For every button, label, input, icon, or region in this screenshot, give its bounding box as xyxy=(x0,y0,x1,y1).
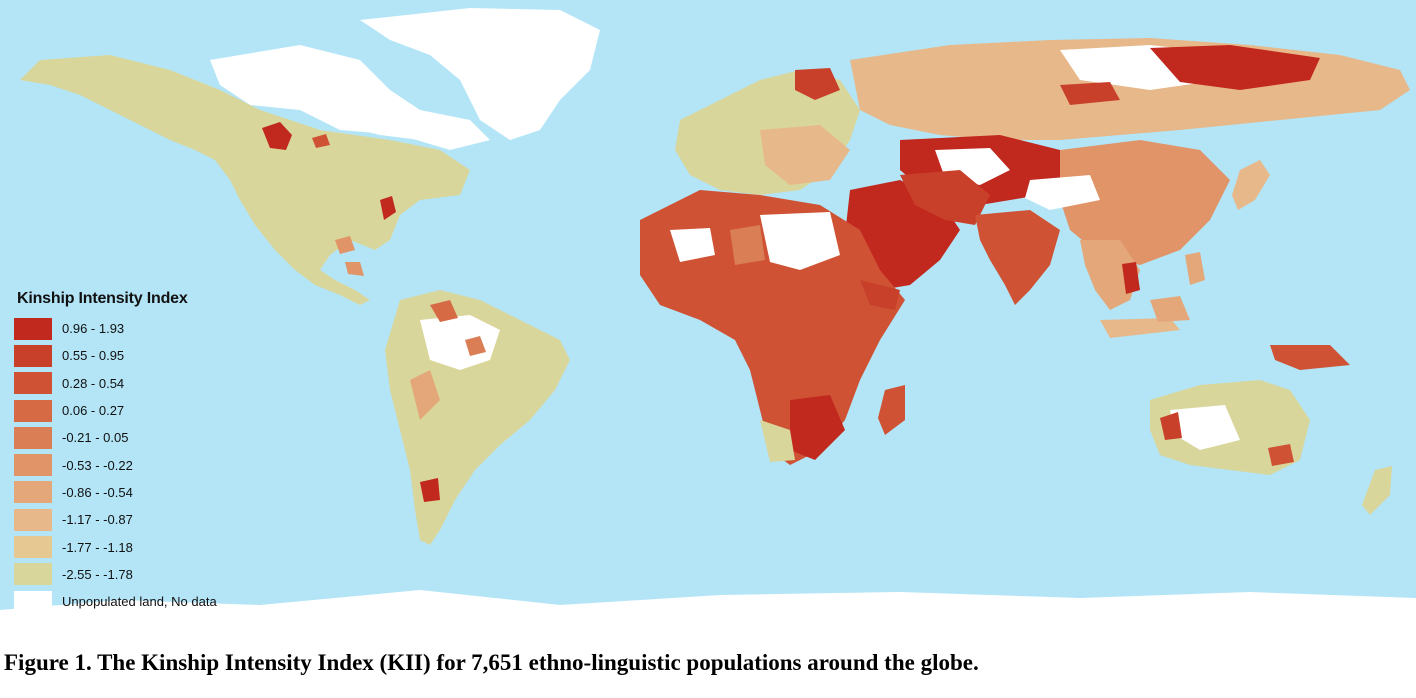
legend-swatch xyxy=(14,563,52,586)
legend-label: -1.17 - -0.87 xyxy=(62,512,133,528)
region-amazon-patch-2 xyxy=(465,336,486,356)
region-siberia-red-1 xyxy=(1150,45,1320,90)
legend-item: -0.53 - -0.22 xyxy=(14,451,274,478)
region-amazon-patch-1 xyxy=(430,300,458,322)
legend-item: -0.21 - 0.05 xyxy=(14,424,274,451)
region-indochina-patch xyxy=(1122,262,1140,294)
legend-label: -0.53 - -0.22 xyxy=(62,457,133,473)
region-scandinavia-patch xyxy=(795,68,840,100)
region-southeast-asia xyxy=(1080,240,1140,310)
region-antarctica xyxy=(0,590,1416,630)
region-andes-patch xyxy=(410,370,440,420)
legend-label: -0.21 - 0.05 xyxy=(62,430,129,446)
legend-item: -1.17 - -0.87 xyxy=(14,506,274,533)
legend-label: 0.28 - 0.54 xyxy=(62,375,125,391)
legend-swatch xyxy=(14,454,52,477)
region-australia-nodata xyxy=(1170,405,1240,450)
legend-item: 0.55 - 0.95 xyxy=(14,342,274,369)
figure-caption: Figure 1. The Kinship Intensity Index (K… xyxy=(4,650,979,675)
region-southern-africa xyxy=(790,395,845,460)
region-sahel-patch xyxy=(730,225,765,265)
region-canada-north xyxy=(300,95,440,140)
map-canvas xyxy=(0,0,1416,630)
legend-rows: 0.96 - 1.93 0.55 - 0.95 0.28 - 0.54 0.06 - … xyxy=(14,315,274,615)
legend-swatch xyxy=(14,481,52,504)
region-madagascar xyxy=(878,385,905,435)
region-north-america xyxy=(20,55,470,305)
region-horn-africa xyxy=(860,280,900,310)
region-indonesia-1 xyxy=(1100,318,1180,338)
legend-swatch xyxy=(14,372,52,395)
region-amazon-nodata xyxy=(420,315,500,370)
legend-swatch xyxy=(14,536,52,559)
region-africa xyxy=(640,190,905,465)
legend-item: -0.86 - -0.54 xyxy=(14,479,274,506)
legend-swatch xyxy=(14,590,52,613)
legend-label: -2.55 - -1.78 xyxy=(62,566,133,582)
legend-swatch xyxy=(14,317,52,340)
legend-item: 0.06 - 0.27 xyxy=(14,397,274,424)
legend-swatch xyxy=(14,426,52,449)
region-indonesia-2 xyxy=(1150,296,1190,322)
region-us-south-patch xyxy=(335,236,355,254)
region-china xyxy=(1060,140,1230,265)
region-siberia-red-2 xyxy=(1060,82,1120,105)
region-philippines xyxy=(1185,252,1205,285)
region-sahara-nodata-2 xyxy=(670,228,715,262)
legend-swatch xyxy=(14,344,52,367)
region-greenland xyxy=(360,8,600,140)
legend-swatch xyxy=(14,508,52,531)
legend-title: Kinship Intensity Index xyxy=(17,290,188,307)
map-legend: Kinship Intensity Index 0.96 - 1.93 0.55 … xyxy=(14,290,274,615)
region-us-east-patch xyxy=(380,196,396,220)
legend-label: 0.55 - 0.95 xyxy=(62,348,125,364)
region-australia-red-2 xyxy=(1268,444,1294,466)
legend-label: 0.06 - 0.27 xyxy=(62,403,125,419)
region-europe-east xyxy=(760,125,850,185)
legend-item: Unpopulated land, No data xyxy=(14,588,274,615)
legend-label: Unpopulated land, No data xyxy=(62,594,217,610)
legend-swatch xyxy=(14,399,52,422)
region-mongolia-nodata xyxy=(1025,175,1100,210)
region-australia-red-1 xyxy=(1160,412,1182,440)
region-canada-patch-2 xyxy=(312,134,330,148)
legend-label: -0.86 - -0.54 xyxy=(62,484,133,500)
region-japan xyxy=(1232,160,1270,210)
world-map: Kinship Intensity Index 0.96 - 1.93 0.55 … xyxy=(0,0,1416,630)
region-south-africa-patch xyxy=(760,420,795,462)
legend-item: 0.28 - 0.54 xyxy=(14,370,274,397)
region-mexico-patch xyxy=(345,262,364,276)
region-india xyxy=(975,210,1060,305)
region-iran xyxy=(900,170,990,225)
region-new-guinea xyxy=(1270,345,1350,370)
region-canada-patch-1 xyxy=(262,122,292,150)
region-patagonia-patch xyxy=(420,478,440,502)
legend-label: 0.96 - 1.93 xyxy=(62,321,125,337)
legend-item: 0.96 - 1.93 xyxy=(14,315,274,342)
legend-item: -1.77 - -1.18 xyxy=(14,533,274,560)
region-sahara-nodata xyxy=(760,212,840,270)
legend-label: -1.77 - -1.18 xyxy=(62,539,133,555)
legend-item: -2.55 - -1.78 xyxy=(14,561,274,588)
region-new-zealand xyxy=(1362,466,1392,515)
